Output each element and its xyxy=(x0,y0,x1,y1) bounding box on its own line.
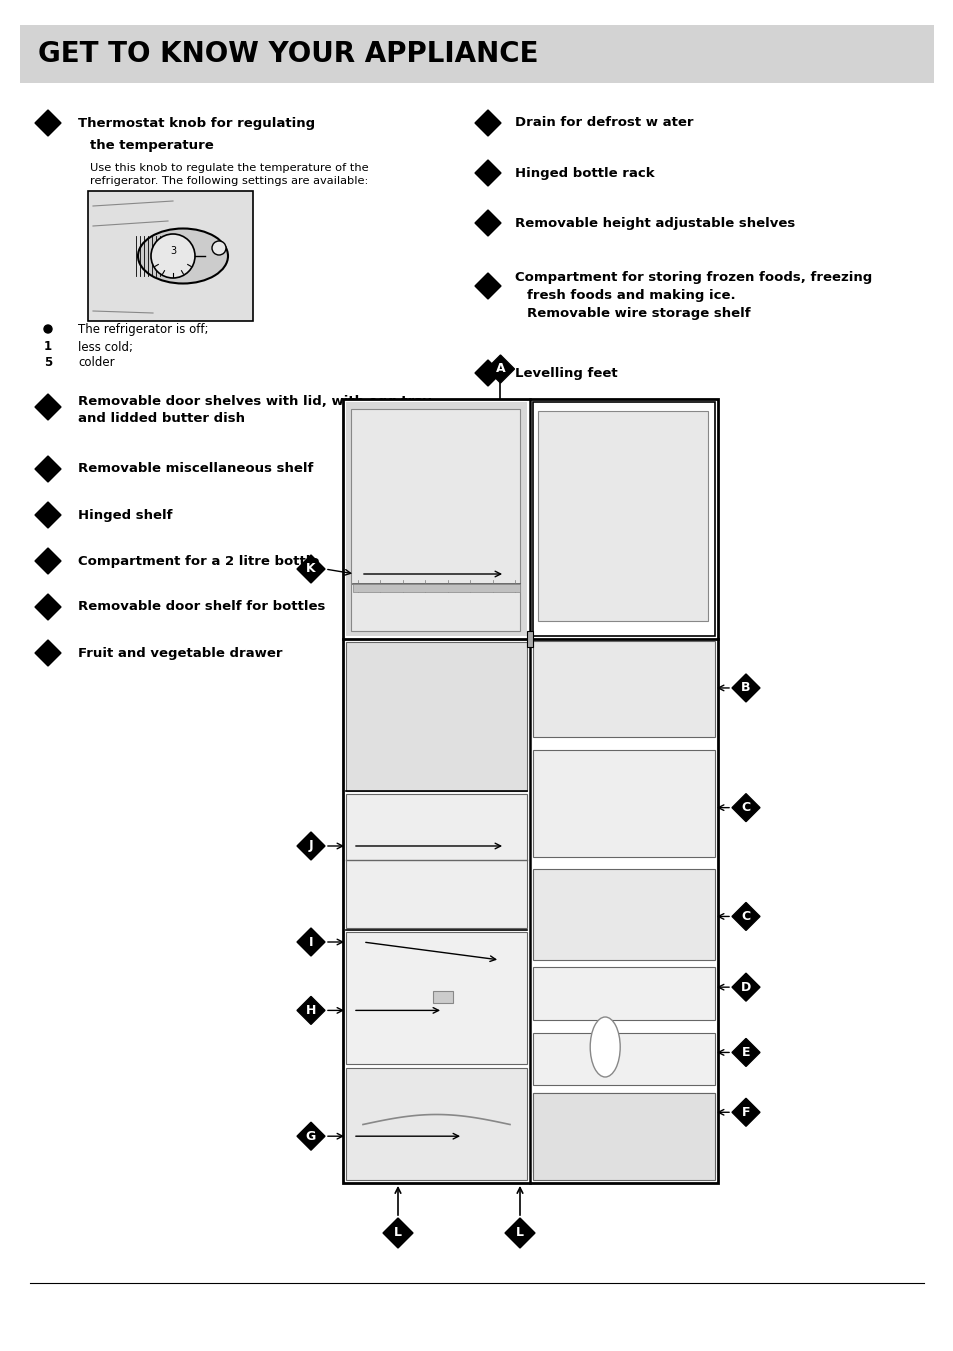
Polygon shape xyxy=(731,973,760,1001)
Circle shape xyxy=(44,326,52,332)
FancyBboxPatch shape xyxy=(533,870,714,961)
FancyBboxPatch shape xyxy=(88,190,253,322)
FancyBboxPatch shape xyxy=(533,1032,714,1085)
FancyBboxPatch shape xyxy=(346,932,526,1065)
FancyBboxPatch shape xyxy=(533,967,714,1020)
Text: Removable height adjustable shelves: Removable height adjustable shelves xyxy=(515,216,795,230)
FancyBboxPatch shape xyxy=(533,1093,714,1179)
Polygon shape xyxy=(475,159,500,186)
FancyBboxPatch shape xyxy=(351,409,519,631)
FancyBboxPatch shape xyxy=(346,1069,526,1179)
Text: Drain for defrost w ater: Drain for defrost w ater xyxy=(515,116,693,130)
Text: Fruit and vegetable drawer: Fruit and vegetable drawer xyxy=(78,647,282,659)
Text: The refrigerator is off;: The refrigerator is off; xyxy=(78,323,209,335)
Text: Removable miscellaneous shelf: Removable miscellaneous shelf xyxy=(78,462,313,476)
Text: A: A xyxy=(496,362,505,376)
FancyBboxPatch shape xyxy=(537,411,707,621)
Text: the temperature: the temperature xyxy=(90,139,213,153)
Text: C: C xyxy=(740,911,750,923)
Text: F: F xyxy=(741,1105,749,1119)
Text: Removable door shelf for bottles: Removable door shelf for bottles xyxy=(78,600,325,613)
Text: L: L xyxy=(394,1227,401,1239)
Text: GET TO KNOW YOUR APPLIANCE: GET TO KNOW YOUR APPLIANCE xyxy=(38,41,537,68)
Ellipse shape xyxy=(590,1017,619,1077)
Polygon shape xyxy=(475,273,500,299)
Text: Removable door shelves with lid, with egg tray: Removable door shelves with lid, with eg… xyxy=(78,394,431,408)
Text: I: I xyxy=(309,935,313,948)
Polygon shape xyxy=(296,555,325,584)
Polygon shape xyxy=(504,1219,535,1248)
Text: J: J xyxy=(309,839,313,852)
Polygon shape xyxy=(35,640,61,666)
Text: K: K xyxy=(306,562,315,576)
FancyBboxPatch shape xyxy=(533,403,714,636)
Text: less cold;: less cold; xyxy=(78,340,132,354)
Text: Levelling feet: Levelling feet xyxy=(515,366,617,380)
FancyBboxPatch shape xyxy=(343,399,718,1183)
Text: Hinged bottle rack: Hinged bottle rack xyxy=(515,166,654,180)
Text: Hinged shelf: Hinged shelf xyxy=(78,508,172,521)
Text: 5: 5 xyxy=(44,357,52,370)
Text: colder: colder xyxy=(78,357,114,370)
Circle shape xyxy=(212,240,226,255)
Text: and lidded butter dish: and lidded butter dish xyxy=(78,412,245,424)
FancyBboxPatch shape xyxy=(346,794,526,928)
Polygon shape xyxy=(731,674,760,703)
FancyBboxPatch shape xyxy=(433,992,453,1002)
Polygon shape xyxy=(296,928,325,957)
Text: E: E xyxy=(741,1046,749,1059)
Polygon shape xyxy=(35,457,61,482)
Polygon shape xyxy=(731,1039,760,1066)
Polygon shape xyxy=(35,549,61,574)
FancyBboxPatch shape xyxy=(20,26,933,82)
Polygon shape xyxy=(486,355,514,382)
Text: refrigerator. The following settings are available:: refrigerator. The following settings are… xyxy=(90,176,368,186)
FancyBboxPatch shape xyxy=(526,631,533,647)
Text: 3: 3 xyxy=(170,246,176,255)
Polygon shape xyxy=(35,594,61,620)
Text: B: B xyxy=(740,681,750,694)
Polygon shape xyxy=(296,832,325,861)
Circle shape xyxy=(151,234,194,278)
Polygon shape xyxy=(35,503,61,528)
Polygon shape xyxy=(296,997,325,1024)
Text: C: C xyxy=(740,801,750,815)
Text: Use this knob to regulate the temperature of the: Use this knob to regulate the temperatur… xyxy=(90,163,368,173)
FancyBboxPatch shape xyxy=(533,1093,714,1173)
FancyBboxPatch shape xyxy=(346,642,526,792)
Text: Compartment for storing frozen foods, freezing: Compartment for storing frozen foods, fr… xyxy=(515,272,871,285)
FancyBboxPatch shape xyxy=(533,640,714,736)
Polygon shape xyxy=(731,1098,760,1127)
Polygon shape xyxy=(475,359,500,386)
Text: Compartment for a 2 litre bottle: Compartment for a 2 litre bottle xyxy=(78,554,319,567)
Text: H: H xyxy=(306,1004,315,1017)
Polygon shape xyxy=(475,209,500,236)
Text: Thermostat knob for regulating: Thermostat knob for regulating xyxy=(78,116,314,130)
Text: Removable wire storage shelf: Removable wire storage shelf xyxy=(526,308,750,320)
Polygon shape xyxy=(731,793,760,821)
Text: 1: 1 xyxy=(44,340,52,354)
Polygon shape xyxy=(731,902,760,931)
FancyBboxPatch shape xyxy=(346,403,526,636)
Text: L: L xyxy=(516,1227,523,1239)
Polygon shape xyxy=(35,394,61,420)
Polygon shape xyxy=(475,109,500,136)
Text: D: D xyxy=(740,981,750,993)
FancyBboxPatch shape xyxy=(533,750,714,857)
Polygon shape xyxy=(35,109,61,136)
Ellipse shape xyxy=(138,228,228,284)
Polygon shape xyxy=(296,1123,325,1150)
Text: fresh foods and making ice.: fresh foods and making ice. xyxy=(526,289,735,303)
Text: G: G xyxy=(306,1129,315,1143)
Polygon shape xyxy=(382,1219,413,1248)
